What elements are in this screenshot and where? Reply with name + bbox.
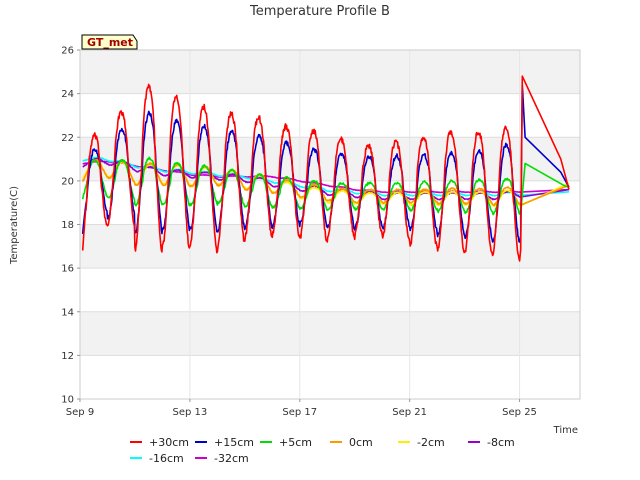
legend-label: -32cm [214, 452, 249, 465]
badge-label: GT_met [87, 36, 133, 49]
plot-band [80, 311, 580, 356]
x-tick-label: Sep 9 [66, 407, 94, 418]
y-tick-label: 18 [61, 220, 74, 231]
x-tick-label: Sep 13 [173, 407, 208, 418]
series-line-p30cm [81, 75, 570, 262]
chart-title: Temperature Profile B [249, 4, 390, 19]
badge-shape [81, 34, 138, 50]
legend-item: -2cm [398, 436, 445, 449]
y-tick-label: 14 [61, 307, 74, 318]
y-tick-label: 24 [61, 89, 74, 100]
legend-label: +30cm [149, 436, 189, 449]
legend-label: +5cm [279, 436, 312, 449]
series-lines [81, 75, 570, 262]
legend-label: 0cm [349, 436, 373, 449]
plot-band [80, 137, 580, 181]
legend-item: -8cm [468, 436, 515, 449]
x-tick-label: Sep 17 [282, 407, 317, 418]
plot-band [80, 355, 580, 399]
y-tick-label: 12 [61, 351, 74, 362]
x-tick-label: Sep 21 [392, 407, 427, 418]
plot-band [80, 224, 580, 269]
y-tick-label: 16 [61, 264, 74, 275]
legend-item: -16cm [130, 452, 184, 465]
x-axis-label: Time [553, 425, 578, 436]
legend: +30cm +15cm +5cm 0cm -2cm -8cm -16cm -32cm [130, 436, 515, 465]
station-badge: GT_met [81, 34, 138, 50]
legend-label: -16cm [149, 452, 184, 465]
legend-item: +15cm [195, 436, 254, 449]
legend-label: -8cm [487, 436, 515, 449]
plot-band [80, 93, 580, 138]
legend-item: +5cm [260, 436, 312, 449]
y-tick-label: 22 [61, 133, 74, 144]
plot-band [80, 268, 580, 312]
y-tick-label: 26 [61, 46, 74, 57]
legend-label: +15cm [214, 436, 254, 449]
legend-item: -32cm [195, 452, 249, 465]
legend-label: -2cm [417, 436, 445, 449]
y-axis-label: Temperature(C) [9, 186, 20, 265]
plot-band [80, 50, 580, 94]
x-axis-ticks: Sep 9 Sep 13 Sep 17 Sep 21 Sep 25 [66, 399, 537, 418]
y-tick-label: 20 [61, 176, 74, 187]
y-tick-label: 10 [61, 395, 74, 406]
legend-item: 0cm [330, 436, 373, 449]
x-tick-label: Sep 25 [502, 407, 537, 418]
y-axis-ticks: 10 12 14 16 18 20 22 24 26 [61, 46, 80, 406]
legend-item: +30cm [130, 436, 189, 449]
